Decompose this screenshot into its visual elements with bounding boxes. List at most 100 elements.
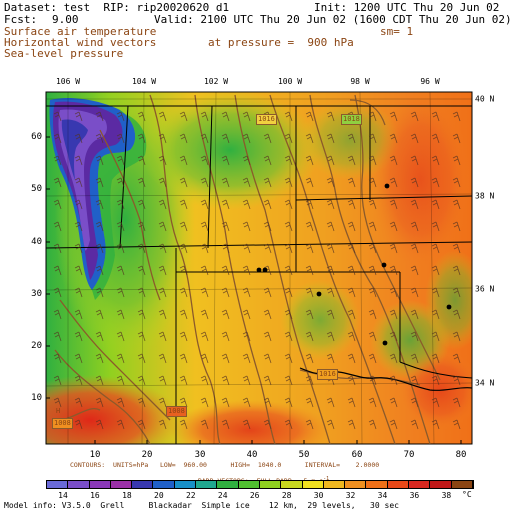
- wind-barb: [326, 331, 335, 342]
- colorbar-label: 18: [122, 491, 132, 500]
- wind-barb: [116, 309, 125, 320]
- wind-barb: [431, 177, 440, 188]
- colorbar-swatch: [323, 481, 346, 488]
- wind-barb: [158, 177, 167, 188]
- wind-barb: [368, 199, 377, 210]
- wind-barb: [305, 309, 314, 320]
- wind-barb: [389, 287, 398, 298]
- wind-barb: [263, 221, 272, 232]
- colorbar-label: 34: [377, 491, 388, 500]
- wind-barb: [53, 199, 62, 210]
- wind-barb: [116, 155, 125, 166]
- wind-barb: [452, 375, 461, 386]
- wind-barb: [305, 243, 314, 254]
- wind-barb: [116, 243, 125, 254]
- wind-barb: [95, 243, 104, 254]
- colorbar-swatch: [47, 481, 69, 488]
- wind-barb: [389, 243, 398, 254]
- wind-barb: [431, 199, 440, 210]
- colorbar-swatch: [217, 481, 239, 488]
- wind-barb: [242, 133, 251, 144]
- wind-barb: [137, 309, 146, 320]
- wind-barb: [452, 419, 461, 430]
- wind-barb: [284, 155, 293, 166]
- wind-barb: [137, 397, 146, 408]
- lon-label-98w: 98 W: [350, 77, 370, 86]
- wind-barb: [410, 419, 419, 430]
- wind-barb: [410, 353, 419, 364]
- wind-barb: [242, 111, 251, 122]
- colorbar-label: 26: [249, 491, 260, 500]
- wind-barb: [74, 199, 83, 210]
- wind-barb: [368, 353, 377, 364]
- wind-barb: [137, 155, 146, 166]
- wind-barb: [452, 287, 461, 298]
- wind-barb: [53, 375, 62, 386]
- contour-info: CONTOURS: UNITS=hPa LOW= 960.00 HIGH= 10…: [70, 461, 380, 469]
- wind-barb: [53, 353, 62, 364]
- wind-barb: [179, 221, 188, 232]
- wind-barb: [74, 177, 83, 188]
- wind-barb: [347, 287, 356, 298]
- wind-barb: [221, 133, 230, 144]
- wind-barb: [263, 419, 272, 430]
- wind-barb: [137, 265, 146, 276]
- colorbar-swatch: [238, 481, 260, 488]
- wind-barb: [221, 199, 230, 210]
- wind-barb: [95, 221, 104, 232]
- wind-barb: [200, 199, 209, 210]
- dataset-title: Dataset: test RIP: rip20020620 d1: [4, 1, 230, 14]
- lat-label-34n: 34 N: [475, 378, 495, 388]
- wind-barb: [284, 287, 293, 298]
- wind-barb: [158, 199, 167, 210]
- wind-barb: [368, 177, 377, 188]
- wind-barb: [74, 331, 83, 342]
- lon-label-96w: 96 W: [420, 77, 440, 86]
- wind-barb: [242, 243, 251, 254]
- y-tick-40: 40: [31, 237, 42, 247]
- wind-barb: [347, 331, 356, 342]
- wind-barb: [95, 265, 104, 276]
- wind-barb: [410, 397, 419, 408]
- wind-barb: [221, 111, 230, 122]
- wind-barb: [116, 287, 125, 298]
- wind-barb: [53, 309, 62, 320]
- wind-barb: [431, 375, 440, 386]
- wind-barb: [347, 199, 356, 210]
- wind-barb: [410, 177, 419, 188]
- wind-barb: [95, 199, 104, 210]
- wind-barb: [200, 133, 209, 144]
- colorbar-label: 38: [441, 491, 452, 500]
- colorbar-swatch: [196, 481, 218, 488]
- wind-barb: [242, 265, 251, 276]
- wind-barb: [137, 243, 146, 254]
- wind-barb: [200, 287, 209, 298]
- x-tick-30: 30: [194, 450, 206, 460]
- wind-barb: [284, 419, 293, 430]
- wind-barb: [200, 177, 209, 188]
- wind-barb: [347, 397, 356, 408]
- wind-barb: [410, 155, 419, 166]
- wind-barb: [347, 155, 356, 166]
- wind-barb: [158, 309, 167, 320]
- wind-barb: [452, 133, 461, 144]
- wind-barb: [347, 309, 356, 320]
- wind-barb: [74, 397, 83, 408]
- wind-barb: [179, 419, 188, 430]
- colorbar-swatch: [409, 481, 431, 488]
- wind-barb: [389, 397, 398, 408]
- city-markers: [256, 183, 452, 346]
- wind-barb: [137, 331, 146, 342]
- colorbar-swatch: [132, 481, 154, 488]
- wind-barb: [347, 177, 356, 188]
- wind-barb: [410, 133, 419, 144]
- colorbar-label: 20: [154, 491, 164, 500]
- wind-barb: [200, 155, 209, 166]
- fcst-value: 9.00: [52, 13, 79, 26]
- wind-barb: [242, 419, 251, 430]
- wind-barb: [221, 243, 230, 254]
- wind-barb: [305, 287, 314, 298]
- colorbar-swatch: [110, 481, 133, 488]
- wind-barb: [74, 111, 83, 122]
- wind-barb: [305, 155, 314, 166]
